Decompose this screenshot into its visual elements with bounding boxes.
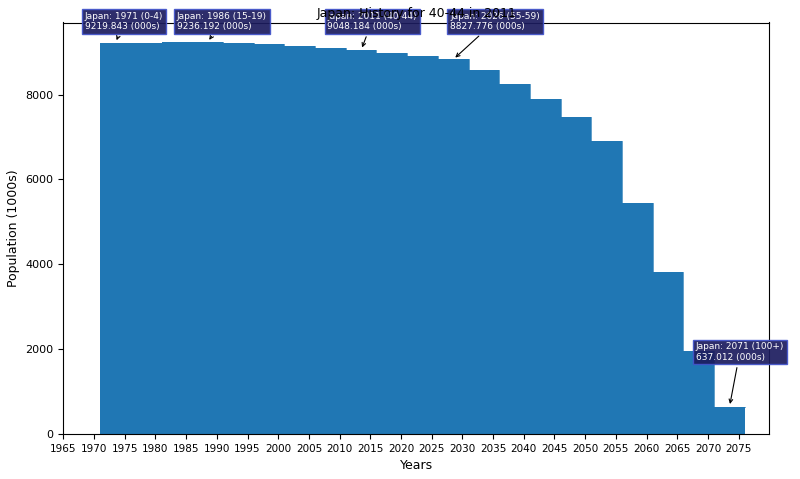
Y-axis label: Population (1000s): Population (1000s) [7, 169, 20, 287]
X-axis label: Years: Years [400, 459, 433, 472]
Text: Japan: 1986 (15-19)
9236.192 (000s): Japan: 1986 (15-19) 9236.192 (000s) [177, 11, 267, 39]
Text: Japan: 2071 (100+)
637.012 (000s): Japan: 2071 (100+) 637.012 (000s) [696, 342, 784, 403]
Text: Japan: 2011 (40-44)
9048.184 (000s): Japan: 2011 (40-44) 9048.184 (000s) [327, 11, 417, 46]
Text: Japan: 1971 (0-4)
9219.843 (000s): Japan: 1971 (0-4) 9219.843 (000s) [85, 11, 163, 39]
Title: Japan: History for 40-44 in 2011: Japan: History for 40-44 in 2011 [317, 7, 516, 20]
Text: Japan: 2026 (55-59)
8827.776 (000s): Japan: 2026 (55-59) 8827.776 (000s) [450, 11, 540, 57]
